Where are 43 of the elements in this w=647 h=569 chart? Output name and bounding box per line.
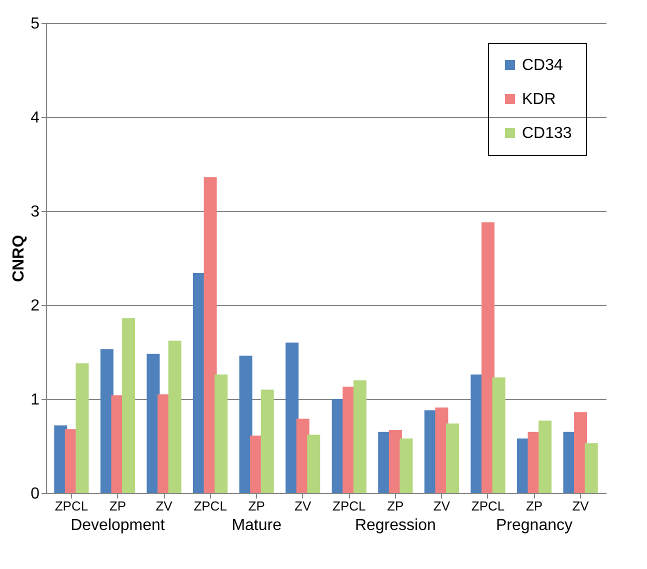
x-tick-label: ZV [156,498,173,514]
bar [481,222,494,493]
y-tick-label: 1 [30,392,40,408]
text: Regression [354,517,436,534]
x-tick-label: ZPCL [471,498,505,514]
x-tick-label: ZV [433,498,450,514]
bar [574,412,588,493]
x-tick-label: ZP [109,498,126,514]
legend-label: KDR [522,91,556,108]
bar [446,423,459,493]
x-tick-label: ZP [387,498,404,514]
bar [307,434,320,493]
x-tick-label: ZV [294,498,312,514]
y-axis-title: CNRQ [10,234,28,282]
bar [168,340,182,493]
x-tick-label: ZPCL [194,498,227,514]
y-tick-label: 0 [30,486,40,502]
bar [538,420,552,493]
bar [353,380,366,493]
y-tick-label: 3 [30,204,40,220]
y-tick-label: 4 [30,110,40,126]
y-tick-label: 5 [30,16,40,32]
x-tick-label: ZPCL [332,498,366,514]
bar [492,377,506,493]
bar [76,363,89,493]
text: Pregnancy [496,517,573,534]
x-tick-label: ZPCL [54,498,88,514]
bar [584,443,598,493]
bar [214,374,228,493]
bar [286,342,299,493]
x-tick-label: ZV [572,498,590,514]
y-tick-label: 2 [30,298,40,314]
text: Development [70,517,166,534]
text: Mature [232,517,282,534]
x-tick-label: ZP [248,498,265,514]
legend-label: CD34 [522,57,564,74]
bar [122,318,136,493]
bar [239,356,252,493]
bar [260,390,274,493]
bar [400,438,413,493]
bar [204,177,217,493]
legend-label: CD133 [522,125,572,142]
x-tick-label: ZP [526,498,543,514]
